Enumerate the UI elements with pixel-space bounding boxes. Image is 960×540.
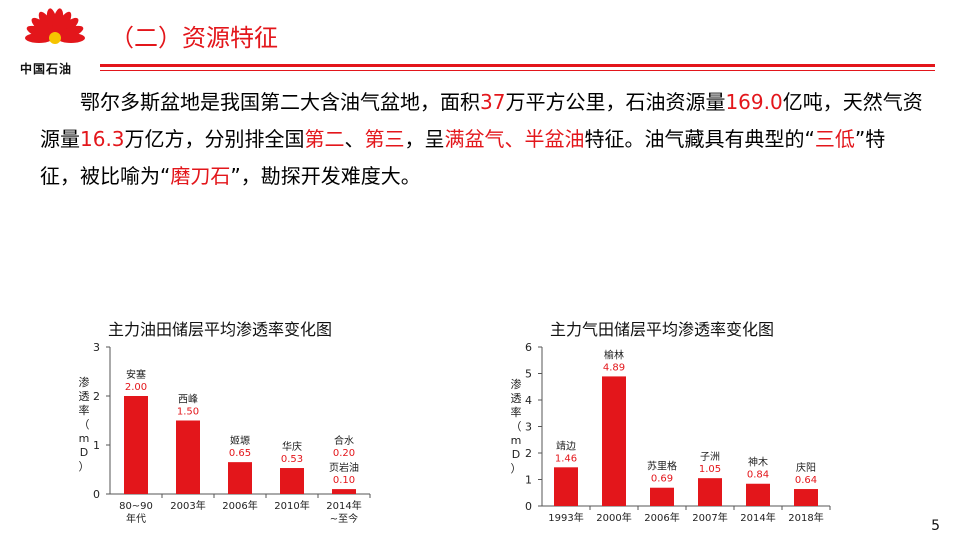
highlight-text: 第二	[304, 127, 345, 151]
bar-name-label: 庆阳	[796, 461, 816, 474]
bar	[746, 483, 770, 506]
highlight-text: 169.0	[725, 90, 783, 114]
bar	[280, 468, 304, 494]
logo-text: 中国石油	[20, 62, 73, 76]
highlight-text: 三低	[814, 127, 855, 151]
paragraph-text: 、	[344, 127, 365, 151]
bar	[794, 489, 818, 506]
y-tick-label: 2	[525, 447, 532, 460]
bar	[602, 376, 626, 506]
y-tick-label: 4	[525, 394, 532, 407]
bar-value-label: 1.05	[699, 464, 721, 475]
x-tick-label: 年代	[126, 512, 146, 525]
slide-title: （二）资源特征	[110, 24, 278, 52]
highlight-text: 磨刀石	[170, 164, 231, 188]
bar-name-label: 靖边	[556, 439, 576, 452]
title-rule-thin	[100, 70, 935, 71]
paragraph-text: 特征。油气藏具有典型的“	[584, 127, 815, 151]
y-axis-label: 渗透率（ m D）	[511, 377, 522, 475]
y-tick-label: 1	[525, 474, 532, 487]
bar-name-label: 子洲	[700, 451, 720, 463]
petrochina-logo	[25, 8, 85, 44]
bar-name-label: 神木	[748, 456, 768, 469]
bar	[332, 489, 356, 494]
bar-value-label: 0.64	[795, 475, 817, 486]
bar-name-label: 榆林	[604, 348, 624, 361]
highlight-text: 第三	[364, 127, 405, 151]
bar-value-label: 0.69	[651, 474, 673, 485]
x-tick-label: ~至今	[330, 512, 358, 525]
y-tick-label: 2	[93, 390, 100, 403]
y-tick-label: 6	[525, 341, 532, 354]
title-rule	[100, 64, 935, 67]
x-tick-label: 2014年	[740, 511, 775, 524]
x-tick-label: 2007年	[692, 511, 727, 524]
bar	[228, 462, 252, 494]
bar-value-label: 4.89	[603, 362, 625, 373]
y-tick-label: 3	[93, 341, 100, 354]
bar	[124, 396, 148, 494]
highlight-text: 满盆气、半盆油	[444, 127, 585, 151]
paragraph-text: 鄂尔多斯盆地是我国第二大含油气盆地，面积	[40, 90, 480, 114]
bar-name-label: 合水	[334, 434, 354, 447]
y-tick-label: 0	[93, 488, 100, 501]
paragraph-text: ”特征，被比喻为“	[40, 127, 886, 188]
bar-name-label: 安塞	[126, 368, 146, 381]
highlight-text: 16.3	[80, 127, 125, 151]
gas-chart-title: 主力气田储层平均渗透率变化图	[550, 320, 775, 339]
bar-value-label: 1.46	[555, 453, 577, 464]
x-tick-label: 1993年	[548, 511, 583, 524]
paragraph-text: 亿吨，天然气资源量	[40, 90, 923, 151]
bar-name-label: 页岩油	[329, 461, 359, 474]
y-tick-label: 3	[525, 421, 532, 434]
highlight-text: 37	[480, 90, 506, 114]
logo-petal	[57, 33, 85, 43]
bar-value-label: 1.50	[177, 407, 199, 418]
x-tick-label: 2000年	[596, 511, 631, 524]
x-tick-label: 2018年	[788, 511, 823, 524]
paragraph-text: 万亿方，分别排全国	[124, 127, 305, 151]
paragraph-text: ”，勘探开发难度大。	[230, 164, 421, 188]
bar-name-label: 姬塬	[230, 434, 250, 447]
x-tick-label: 2003年	[170, 499, 205, 512]
bar-name-label: 苏里格	[647, 460, 677, 473]
bar-value-label: 2.00	[125, 382, 147, 393]
logo-sun	[49, 32, 61, 44]
bar-name-label: 西峰	[178, 394, 198, 406]
x-tick-label: 2006年	[222, 499, 257, 512]
x-tick-label: 2010年	[274, 499, 309, 512]
y-tick-label: 0	[525, 500, 532, 513]
bar-value-label: 0.10	[333, 475, 355, 486]
bar-value-label: 0.84	[747, 470, 769, 481]
bar	[650, 487, 674, 506]
bar	[698, 478, 722, 506]
y-tick-label: 5	[525, 368, 532, 381]
y-tick-label: 1	[93, 439, 100, 452]
x-tick-label: 2006年	[644, 511, 679, 524]
paragraph-text: 万平方公里，石油资源量	[505, 90, 726, 114]
x-tick-label: 80~90	[119, 501, 153, 512]
bar-value-label: 0.20	[333, 448, 355, 459]
bar-value-label: 0.53	[281, 454, 303, 465]
y-axis-label: 渗透率（ m D）	[79, 375, 90, 473]
bar-value-label: 0.65	[229, 448, 251, 459]
paragraph-text: ，呈	[404, 127, 445, 151]
oil-chart-title: 主力油田储层平均渗透率变化图	[108, 320, 333, 339]
bar	[176, 420, 200, 494]
page-number: 5	[931, 518, 940, 534]
bar	[554, 467, 578, 506]
x-tick-label: 2014年	[326, 499, 361, 512]
bar-name-label: 华庆	[282, 440, 302, 453]
resource-paragraph: 鄂尔多斯盆地是我国第二大含油气盆地，面积37万平方公里，石油资源量169.0亿吨…	[40, 84, 925, 195]
